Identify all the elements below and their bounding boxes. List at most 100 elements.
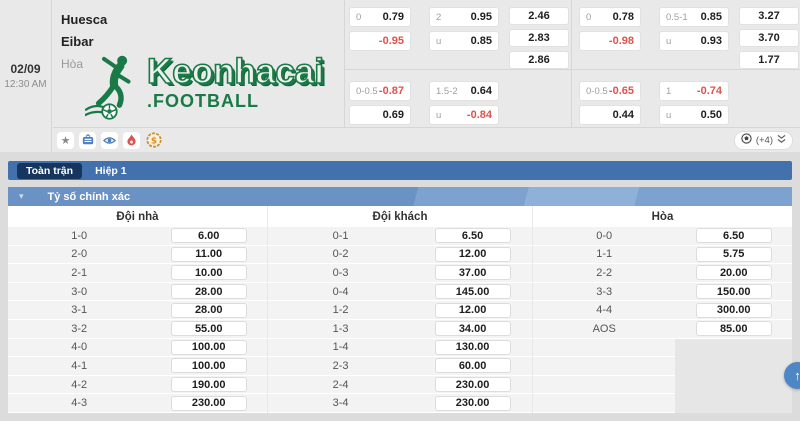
correct-score-card: ▾ Tỷ số chính xác Đội nhà Đội khách Hòa … — [8, 187, 792, 413]
score-odds-button[interactable]: 28.00 — [170, 302, 247, 318]
score-odds-button[interactable]: 12.00 — [434, 302, 511, 318]
odds-box[interactable]: 2 0.95 — [429, 7, 499, 27]
scroll-to-top-button[interactable]: ↑ — [784, 362, 800, 389]
tab-full-match[interactable]: Toàn trận — [17, 162, 83, 179]
score-odds-button[interactable]: 300.00 — [695, 302, 772, 318]
odds-value: 0.44 — [612, 109, 634, 121]
score-odds-button[interactable]: 100.00 — [170, 358, 247, 374]
odds-box[interactable]: 0.44 — [579, 105, 641, 125]
score-table-header: Đội nhà Đội khách Hòa — [8, 206, 792, 227]
more-odds-button[interactable]: (+4) — [733, 130, 793, 150]
odds-box[interactable]: 2.86 — [509, 51, 569, 69]
score-row — [533, 394, 792, 413]
odds-cell — [675, 394, 792, 413]
score-odds-button[interactable]: 34.00 — [434, 321, 511, 337]
score-odds-button[interactable]: 60.00 — [434, 358, 511, 374]
odds-box[interactable]: 0 0.78 — [579, 7, 641, 27]
odds-box[interactable]: 0.5-1 0.85 — [659, 7, 729, 27]
score-odds-button[interactable]: 130.00 — [434, 339, 511, 355]
score-odds-button[interactable]: 6.50 — [695, 228, 772, 244]
favorite-star-icon[interactable]: ★ — [57, 131, 74, 149]
score-odds-button[interactable]: 85.00 — [695, 321, 772, 337]
score-odds-button[interactable]: 230.00 — [170, 395, 247, 411]
score-odds-button[interactable]: 5.75 — [695, 246, 772, 262]
odds-box[interactable]: 2.83 — [509, 29, 569, 47]
score-label: 4-1 — [8, 357, 151, 376]
odds-value: 0.64 — [470, 85, 492, 97]
score-odds-button[interactable]: 10.00 — [170, 265, 247, 281]
home-score-column: 1-0 6.00 2-0 11.00 2-1 10.00 3-0 28.00 3-1 28.00 3… — [8, 227, 268, 413]
odds-value: -0.87 — [378, 85, 404, 97]
soccer-ball-icon — [741, 133, 752, 147]
score-row: 3-2 55.00 — [8, 319, 267, 339]
tab-first-half[interactable]: Hiệp 1 — [95, 164, 127, 177]
score-label: 4-2 — [8, 375, 151, 395]
odds-line-label: u — [436, 109, 442, 121]
fire-icon[interactable] — [123, 131, 140, 149]
odds-box[interactable]: 3.27 — [739, 7, 799, 25]
score-odds-button[interactable]: 12.00 — [434, 246, 511, 262]
odds-box[interactable]: 1 -0.74 — [659, 81, 729, 101]
score-row: 4-1 100.00 — [8, 357, 267, 376]
score-odds-button[interactable]: 145.00 — [434, 284, 511, 300]
score-label: 2-0 — [8, 245, 151, 265]
odds-box[interactable]: 0.69 — [349, 105, 411, 125]
odds-box[interactable]: -0.98 — [579, 31, 641, 51]
more-odds-count: (+4) — [755, 134, 773, 146]
score-table-body: 1-0 6.00 2-0 11.00 2-1 10.00 3-0 28.00 3-1 28.00 3… — [8, 227, 792, 413]
odds-box[interactable]: u 0.93 — [659, 31, 729, 51]
score-row: 3-4 230.00 — [268, 394, 532, 413]
score-odds-button[interactable]: 20.00 — [695, 265, 772, 281]
odds-value: 0.69 — [382, 109, 404, 121]
score-odds-button[interactable]: 100.00 — [170, 339, 247, 355]
section-header[interactable]: ▾ Tỷ số chính xác — [8, 187, 792, 206]
odds-box[interactable]: u 0.85 — [429, 31, 499, 51]
odds-box[interactable]: 1.5-2 0.64 — [429, 81, 499, 101]
soccer-player-icon — [83, 52, 143, 127]
score-odds-button[interactable]: 28.00 — [170, 284, 247, 300]
score-odds-button[interactable]: 11.00 — [170, 246, 247, 262]
score-label: 3-3 — [533, 282, 676, 302]
tv-icon[interactable] — [79, 131, 96, 149]
score-label: 1-3 — [268, 319, 414, 339]
score-row: 4-4 300.00 — [533, 301, 792, 320]
odds-box[interactable]: u 0.50 — [659, 105, 729, 125]
score-row: 2-3 60.00 — [268, 357, 532, 376]
score-odds-button[interactable]: 150.00 — [695, 284, 772, 300]
odds-box[interactable]: 3.70 — [739, 29, 799, 47]
logo-title: Keonhacai — [146, 51, 325, 92]
odds-column: 0 0.79 -0.95 — [349, 7, 411, 69]
score-label: 2-3 — [268, 357, 414, 376]
score-label: 0-3 — [268, 264, 414, 283]
odds-cell: 6.50 — [675, 227, 792, 246]
odds-value: -0.95 — [378, 35, 404, 47]
score-row: 3-1 28.00 — [8, 301, 267, 320]
odds-value: 0.85 — [700, 11, 722, 23]
odds-box[interactable]: 0 0.79 — [349, 7, 411, 27]
score-row — [533, 375, 792, 395]
odds-box[interactable]: 2.46 — [509, 7, 569, 25]
odds-box[interactable]: 0-0.5 -0.65 — [579, 81, 641, 101]
match-date: 02/09 — [10, 62, 41, 76]
score-odds-button[interactable]: 6.50 — [434, 228, 511, 244]
score-odds-button[interactable]: 6.00 — [170, 228, 247, 244]
eye-icon[interactable] — [101, 131, 118, 149]
odds-box[interactable]: u -0.84 — [429, 105, 499, 125]
score-odds-button[interactable]: 230.00 — [434, 395, 511, 411]
odds-line-label: 0-0.5 — [356, 85, 378, 97]
odds-box[interactable]: 0-0.5 -0.87 — [349, 81, 411, 101]
score-odds-button[interactable]: 190.00 — [170, 377, 247, 393]
match-info-column: Huesca Eibar Hòa — [53, 0, 343, 152]
score-row: 2-0 11.00 — [8, 245, 267, 265]
score-row: 2-2 20.00 — [533, 264, 792, 283]
score-odds-button[interactable]: 230.00 — [434, 377, 511, 393]
firsthalf-odds-right: 0-0.5 -0.65 0.44 1 -0.74 u 0.50 — [571, 70, 800, 127]
odds-value: 2.86 — [528, 54, 550, 66]
odds-box[interactable]: 1.77 — [739, 51, 799, 69]
score-odds-button[interactable]: 37.00 — [434, 265, 511, 281]
coin-icon[interactable]: $ — [145, 132, 162, 149]
odds-box[interactable]: -0.95 — [349, 31, 411, 51]
score-odds-button[interactable]: 55.00 — [170, 321, 247, 337]
first-half-odds-row: 0-0.5 -0.87 0.69 1.5-2 0.64 u -0.84 0-0.5 -0.65… — [345, 70, 800, 127]
